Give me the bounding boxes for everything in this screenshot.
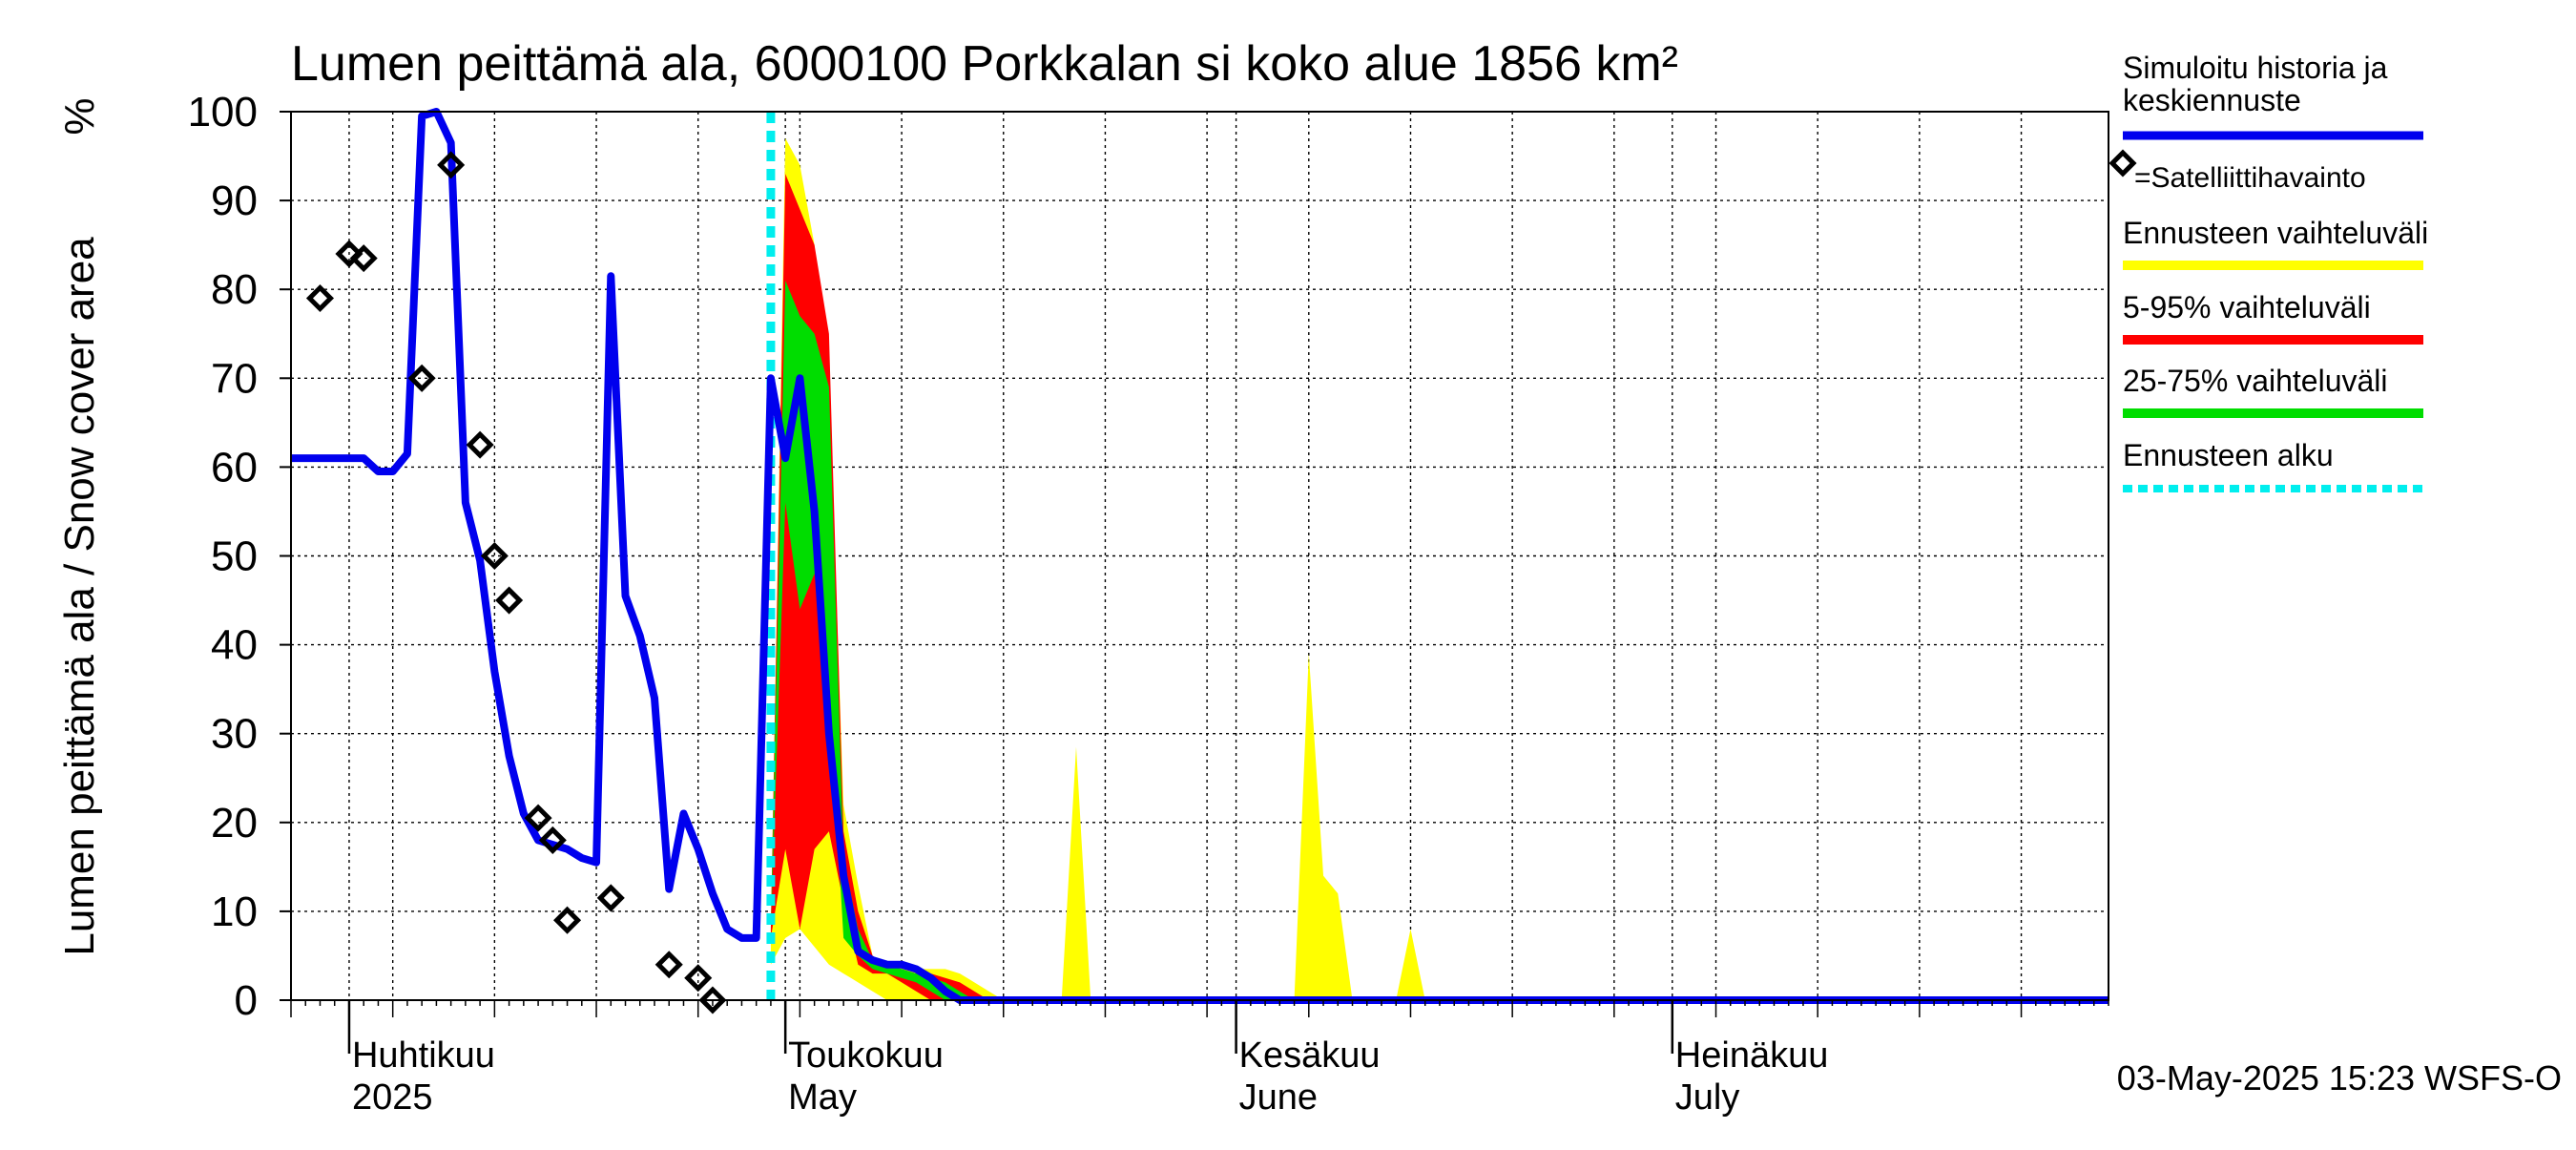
observation-point (305, 283, 335, 313)
x-month-sublabel: 2025 (352, 1077, 433, 1118)
x-month-label: Heinäkuu (1675, 1035, 1829, 1076)
y-tick-label: 20 (211, 800, 258, 847)
observation-point (349, 244, 378, 273)
grid-lines (291, 111, 2109, 1001)
y-tick-label: 30 (211, 711, 258, 758)
x-month-sublabel: July (1675, 1077, 1740, 1118)
y-axis-unit: % (56, 97, 103, 135)
observation-point (684, 964, 713, 993)
x-month-label: Kesäkuu (1239, 1035, 1381, 1076)
observation-point (596, 884, 625, 912)
simulated-series-layer (291, 108, 2109, 1004)
y-tick-label: 40 (211, 622, 258, 669)
x-month-sublabel: May (788, 1077, 857, 1118)
observation-point (524, 804, 552, 832)
y-tick-label: 60 (211, 444, 258, 491)
y-axis-ticks: 0 10 20 30 40 50 60 70 80 90 100 (188, 89, 291, 1024)
observations-layer (305, 151, 727, 1014)
observation-point (335, 240, 364, 268)
y-tick-label: 100 (188, 89, 258, 136)
legend-simulated-label: Simuloitu historia ja (2123, 51, 2388, 85)
observation-point (437, 151, 466, 179)
observation-point (654, 951, 683, 979)
observation-point (698, 986, 727, 1014)
legend-observation-label: =Satelliittihavainto (2134, 162, 2366, 194)
y-tick-label: 10 (211, 889, 258, 935)
legend-band-label: 5-95% vaihteluväli (2123, 290, 2371, 324)
y-tick-label: 70 (211, 355, 258, 402)
observation-point (480, 541, 509, 571)
x-month-sublabel: June (1239, 1077, 1318, 1118)
observation-point (407, 364, 436, 392)
forecast-bands (770, 137, 1425, 1001)
chart-title: Lumen peittämä ala, 6000100 Porkkalan si… (291, 36, 1678, 92)
band-25-75-vaihteluv-li (770, 280, 989, 1000)
observation-point (553, 906, 582, 934)
y-tick-label: 50 (211, 533, 258, 580)
y-tick-label: 90 (211, 178, 258, 224)
observation-point (495, 586, 524, 615)
x-month-label: Huhtikuu (352, 1035, 495, 1076)
simulated-series-line (291, 108, 2109, 1004)
y-tick-label: 80 (211, 266, 258, 313)
legend-forecast-start-label: Ennusteen alku (2123, 438, 2334, 472)
band-ennusteen-vaihteluv-li (770, 137, 1425, 1000)
y-tick-label: 0 (235, 977, 258, 1024)
observation-point (538, 826, 567, 854)
legend-simulated-label-2: keskiennuste (2123, 83, 2301, 117)
legend-band-label: 25-75% vaihteluväli (2123, 364, 2388, 398)
y-axis-label: Lumen peittämä ala / Snow cover area (56, 237, 103, 956)
x-month-label: Toukokuu (788, 1035, 944, 1076)
observation-point (466, 430, 494, 459)
legend-observation-swatch (2109, 149, 2137, 178)
legend-band-label: Ennusteen vaihteluväli (2123, 216, 2428, 250)
footer-timestamp: 03-May-2025 15:23 WSFS-O (2117, 1058, 2562, 1098)
